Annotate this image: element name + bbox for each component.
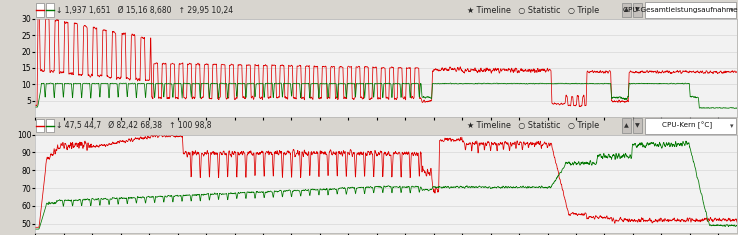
Text: ▲: ▲	[624, 123, 629, 128]
Bar	[46, 3, 54, 17]
Bar	[644, 2, 736, 18]
Bar	[622, 118, 631, 133]
Bar	[644, 118, 736, 134]
Text: ▾: ▾	[730, 7, 733, 13]
Text: ▲: ▲	[624, 8, 629, 12]
Bar	[632, 118, 642, 133]
Text: ▼: ▼	[635, 8, 640, 12]
Text: ↓ 1,937 1,651   Ø 15,16 8,680   ↑ 29,95 10,24: ↓ 1,937 1,651 Ø 15,16 8,680 ↑ 29,95 10,2…	[57, 5, 234, 15]
Text: CPU-Kern [°C]: CPU-Kern [°C]	[663, 122, 712, 129]
Text: ▼: ▼	[635, 123, 640, 128]
Text: ★ Timeline   ○ Statistic   ○ Triple: ★ Timeline ○ Statistic ○ Triple	[467, 121, 599, 130]
Text: ▾: ▾	[730, 123, 733, 129]
Text: ★ Timeline   ○ Statistic   ○ Triple: ★ Timeline ○ Statistic ○ Triple	[467, 5, 599, 15]
Bar	[36, 119, 44, 133]
Text: CPU-Gesamtleistungsaufnahme [W]: CPU-Gesamtleistungsaufnahme [W]	[623, 7, 738, 13]
Bar	[622, 3, 631, 17]
Bar	[36, 3, 44, 17]
Bar	[46, 119, 54, 133]
Text: ↓ 47,5 44,7   Ø 82,42 68,38   ↑ 100 98,8: ↓ 47,5 44,7 Ø 82,42 68,38 ↑ 100 98,8	[57, 121, 212, 130]
Bar	[632, 3, 642, 17]
